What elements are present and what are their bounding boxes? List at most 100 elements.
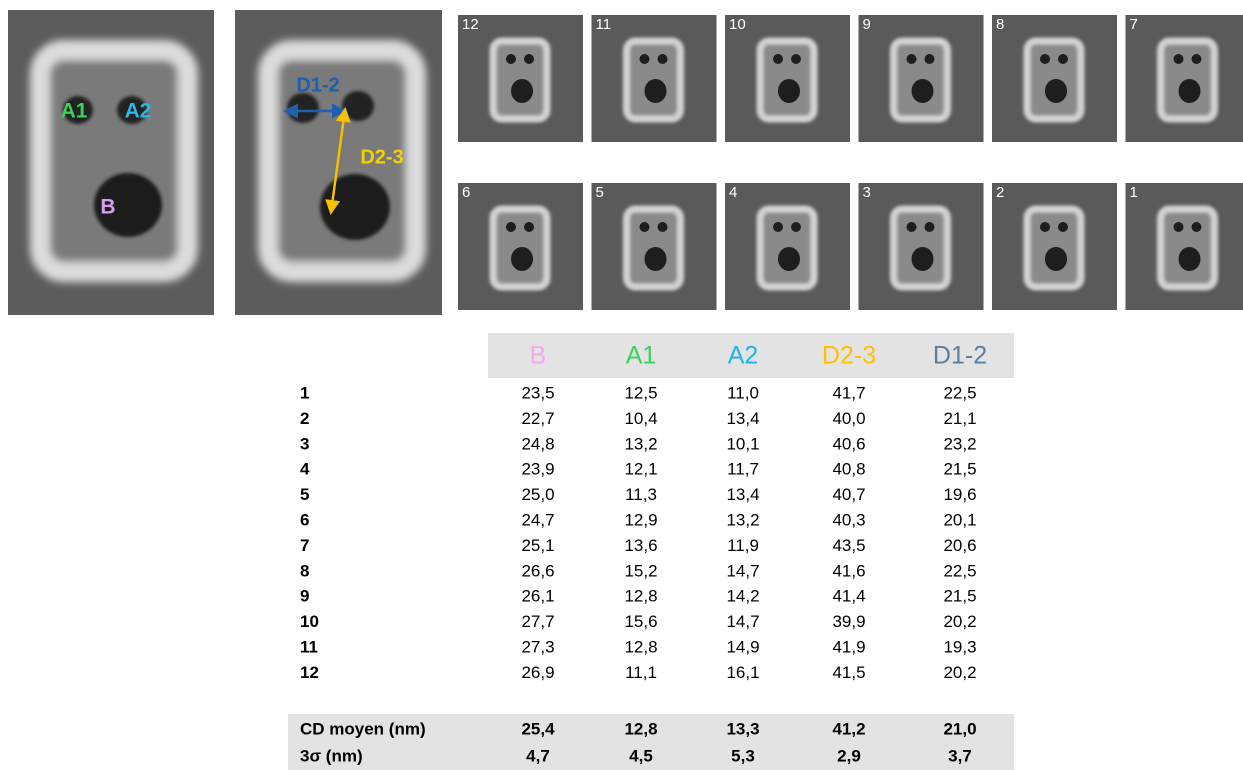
hole [342, 91, 374, 121]
thumbnail: 12 [458, 15, 583, 142]
cell: 24,8 [521, 434, 554, 453]
cell: 19,3 [943, 637, 976, 656]
thumbnail-number: 2 [996, 184, 1004, 201]
row-label: 11 [300, 637, 318, 656]
dimension-arrow [325, 107, 351, 215]
cell: 39,9 [832, 612, 865, 631]
hole [63, 96, 93, 124]
thumbnail-number: 6 [462, 184, 470, 201]
hole [773, 54, 783, 64]
row-label: CD moyen (nm) [300, 719, 426, 738]
thumbnail: 10 [725, 15, 850, 142]
thumbnail-number: 1 [1130, 184, 1138, 201]
hole [791, 54, 801, 64]
cell: 4,5 [629, 746, 653, 765]
hole-label: A2 [125, 100, 152, 123]
hole [639, 222, 650, 232]
hole [511, 247, 533, 271]
row-label: 9 [300, 587, 309, 606]
cell: 12,8 [624, 719, 657, 738]
cell: 13,4 [726, 485, 759, 504]
cell: 11,0 [727, 383, 759, 402]
cell: 20,1 [943, 510, 976, 529]
column-header: A2 [728, 342, 759, 370]
hole [639, 54, 650, 64]
hole [657, 222, 668, 232]
cell: 41,2 [832, 719, 865, 738]
cell: 20,2 [943, 663, 976, 682]
thumbnail-number: 3 [863, 184, 871, 201]
thumbnail-number: 5 [596, 184, 604, 201]
hole [644, 79, 667, 103]
hole [778, 247, 800, 271]
cell: 21,5 [943, 460, 976, 479]
cell: 14,2 [726, 587, 759, 606]
cell: 26,6 [521, 561, 554, 580]
hole [1173, 54, 1184, 64]
cell: 4,7 [526, 746, 550, 765]
cell: 41,5 [832, 663, 865, 682]
sem-image: D1-2 D2-3 [235, 10, 442, 315]
hole [1178, 247, 1201, 271]
cell: 20,2 [943, 612, 976, 631]
column-header: D1-2 [933, 342, 987, 370]
cell: 40,0 [832, 409, 865, 428]
cell: 43,5 [832, 536, 865, 555]
cell: 23,9 [521, 460, 554, 479]
cell: 41,7 [832, 383, 865, 402]
cell: 11,9 [727, 536, 759, 555]
hole [524, 54, 534, 64]
column-header: A1 [626, 342, 657, 370]
cell: 13,4 [726, 409, 759, 428]
cell: 13,3 [726, 719, 759, 738]
cell: 20,6 [943, 536, 976, 555]
cell: 14,7 [726, 561, 759, 580]
hole [506, 222, 516, 232]
cell: 27,7 [521, 612, 554, 631]
hole [778, 79, 800, 103]
cell: 15,6 [624, 612, 657, 631]
row-label: 12 [300, 663, 319, 682]
cell: 16,1 [726, 663, 759, 682]
cell: 21,5 [943, 587, 976, 606]
cell: 41,9 [832, 637, 865, 656]
hole [791, 222, 801, 232]
row-label: 10 [300, 612, 319, 631]
cell: 12,9 [624, 510, 657, 529]
cell: 11,7 [727, 460, 759, 479]
cell: 14,9 [726, 637, 759, 656]
cell: 2,9 [837, 746, 861, 765]
dimension-label: D2-3 [360, 146, 403, 168]
hole [773, 222, 783, 232]
hole [1173, 222, 1184, 232]
cell: 21,0 [943, 719, 976, 738]
cell: 21,1 [943, 409, 976, 428]
hole [906, 54, 917, 64]
cell: 12,8 [624, 587, 657, 606]
hole [1178, 79, 1201, 103]
hole [1191, 54, 1202, 64]
row-label: 8 [300, 561, 309, 580]
cell: 40,6 [832, 434, 865, 453]
cell: 10,4 [624, 409, 657, 428]
hole [657, 54, 668, 64]
thumbnail-number: 12 [462, 16, 479, 33]
cell: 25,1 [521, 536, 554, 555]
summary-background [288, 714, 1014, 770]
hole [524, 222, 534, 232]
sem-image: A1 A2 B [8, 10, 214, 315]
cell: 23,2 [943, 434, 976, 453]
cell: 41,6 [832, 561, 865, 580]
hole [1045, 247, 1067, 271]
hole [644, 247, 667, 271]
hole [1045, 79, 1067, 103]
hole [1191, 222, 1202, 232]
thumbnail-number: 11 [596, 16, 612, 33]
hole [906, 222, 917, 232]
hole [1040, 54, 1050, 64]
cell: 12,1 [624, 460, 657, 479]
cell: 13,2 [726, 510, 759, 529]
column-header: B [530, 342, 547, 370]
